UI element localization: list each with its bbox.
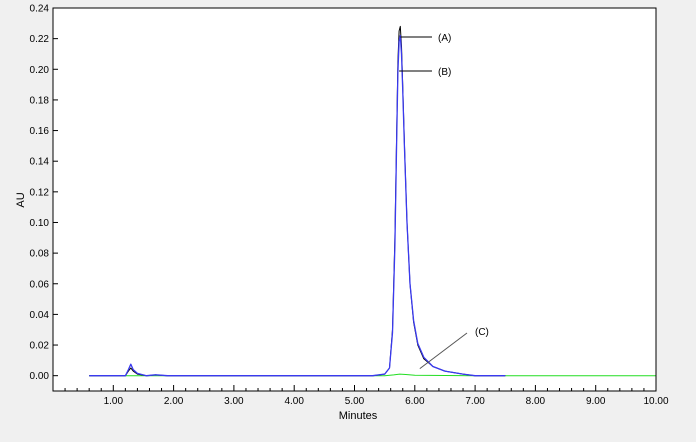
y-tick-label: 0.22: [30, 34, 50, 45]
x-tick-label: 8.00: [526, 396, 546, 407]
x-tick-label: 3.00: [224, 396, 244, 407]
x-tick-label: 9.00: [586, 396, 606, 407]
plot-area: [53, 8, 656, 391]
y-tick-label: 0.06: [30, 279, 50, 290]
annotation-leader-line: [419, 332, 468, 370]
annotation-layer: (A) (B) (C): [399, 33, 489, 370]
y-tick-label: 0.20: [30, 65, 50, 76]
y-tick-label: 0.12: [30, 187, 50, 198]
y-axis-ticks: 0.00 0.02 0.04 0.06 0.08 0.10 0.12 0.14 0.16 0.18…: [30, 4, 58, 382]
x-tick-label: 5.00: [345, 396, 365, 407]
x-tick-label: 6.00: [405, 396, 425, 407]
x-axis-ticks: 1.00 2.00 3.00 4.00 5.00 6.00 7.00 8.00 9.00 10.0…: [64, 385, 669, 407]
y-axis-title: AU: [15, 192, 27, 207]
annotation-label: (A): [438, 33, 451, 44]
series-line-2: [89, 34, 506, 377]
annotation-label: (B): [438, 67, 451, 78]
plot-border: [52, 7, 657, 392]
x-tick-label: 2.00: [164, 396, 184, 407]
series-layer: [89, 25, 656, 377]
y-tick-label: 0.14: [30, 157, 50, 168]
x-tick-label: 4.00: [284, 396, 304, 407]
y-tick-label: 0.04: [30, 310, 50, 321]
x-tick-label: 7.00: [465, 396, 485, 407]
y-tick-label: 0.08: [30, 249, 50, 260]
y-tick-label: 0.18: [30, 95, 50, 106]
y-tick-label: 0.16: [30, 126, 50, 137]
y-tick-label: 0.24: [30, 4, 50, 15]
x-tick-label: 1.00: [104, 396, 124, 407]
y-tick-label: 0.02: [30, 341, 50, 352]
x-axis-title: Minutes: [339, 410, 378, 422]
y-tick-label: 0.10: [30, 218, 50, 229]
y-tick-label: 0.00: [30, 371, 50, 382]
x-tick-label: 10.00: [643, 396, 668, 407]
annotation-label: (C): [475, 327, 489, 338]
